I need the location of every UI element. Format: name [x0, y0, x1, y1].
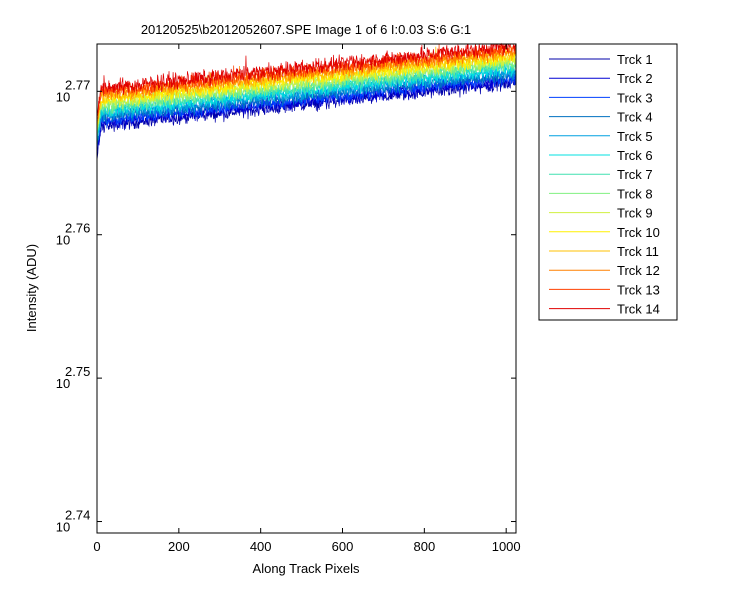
- series-line-trck-14: [96, 42, 517, 118]
- axes-box: [97, 44, 516, 533]
- legend-label: Trck 4: [617, 110, 653, 125]
- legend: Trck 1 Trck 2 Trck 3 Trck 4 Trck 5 Trck 6 Trck…: [538, 43, 678, 321]
- x-tick-label: 200: [168, 539, 190, 554]
- legend-label: Trck 8: [617, 186, 653, 201]
- x-axis-label: Along Track Pixels: [253, 561, 360, 576]
- x-tick-label: 1000: [492, 539, 521, 554]
- x-axis: 0 200 400 600 800 1000: [93, 44, 521, 554]
- series-line-trck-12: [96, 46, 517, 123]
- y-tick-label-exponent: 2.77: [65, 77, 90, 92]
- legend-label: Trck 9: [617, 206, 653, 221]
- legend-label: Trck 10: [617, 225, 660, 240]
- series-line-trck-3: [96, 68, 517, 149]
- legend-label: Trck 2: [617, 71, 653, 86]
- legend-label: Trck 1: [617, 52, 653, 67]
- y-tick-label-base: 10: [56, 89, 70, 104]
- series-layer: [96, 42, 517, 161]
- legend-label: Trck 5: [617, 129, 653, 144]
- legend-label: Trck 11: [617, 244, 659, 259]
- y-tick-label-base: 10: [56, 520, 70, 535]
- series-line-trck-9: [96, 54, 517, 132]
- y-tick-label-base: 10: [56, 376, 70, 391]
- legend-label: Trck 7: [617, 167, 653, 182]
- legend-label: Trck 14: [617, 302, 660, 317]
- y-tick-label-exponent: 2.74: [65, 508, 90, 523]
- legend-label: Trck 13: [617, 282, 660, 297]
- chart-title: 20120525\b2012052607.SPE Image 1 of 6 I:…: [141, 22, 471, 37]
- y-tick-label-exponent: 2.75: [65, 364, 90, 379]
- y-tick-label-base: 10: [56, 233, 70, 248]
- legend-items: Trck 1 Trck 2 Trck 3 Trck 4 Trck 5 Trck 6 Trck…: [549, 52, 660, 317]
- x-tick-label: 600: [332, 539, 354, 554]
- legend-label: Trck 3: [617, 90, 653, 105]
- plot-area: 0 200 400 600 800 1000 102.74102.75102.76102.…: [56, 42, 521, 554]
- x-tick-label: 0: [93, 539, 100, 554]
- legend-label: Trck 12: [617, 263, 660, 278]
- y-tick-label-exponent: 2.76: [65, 221, 90, 236]
- axes-frame: [96, 43, 517, 534]
- x-tick-label: 800: [413, 539, 435, 554]
- legend-box: [538, 43, 678, 321]
- x-tick-label: 400: [250, 539, 272, 554]
- y-axis-label: Intensity (ADU): [24, 244, 39, 332]
- legend-label: Trck 6: [617, 148, 653, 163]
